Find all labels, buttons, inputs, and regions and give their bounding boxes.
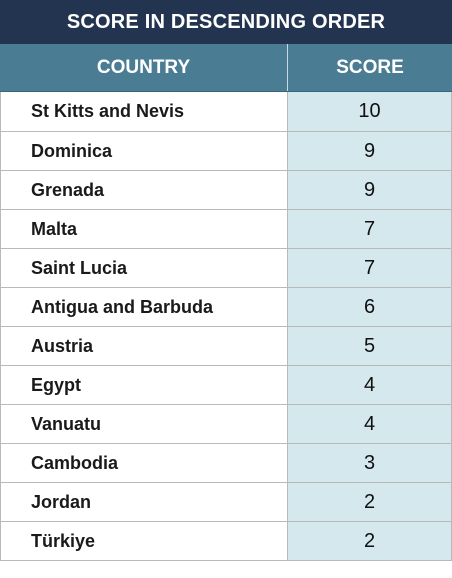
score-cell: 4: [288, 366, 452, 404]
country-cell: Cambodia: [0, 444, 288, 482]
score-cell: 2: [288, 483, 452, 521]
country-cell: Egypt: [0, 366, 288, 404]
country-cell: Malta: [0, 210, 288, 248]
table-row: Vanuatu 4: [0, 405, 452, 444]
table-row: Malta 7: [0, 210, 452, 249]
country-cell: Jordan: [0, 483, 288, 521]
table-row: Austria 5: [0, 327, 452, 366]
country-cell: Saint Lucia: [0, 249, 288, 287]
country-cell: Grenada: [0, 171, 288, 209]
table-row: Saint Lucia 7: [0, 249, 452, 288]
score-cell: 10: [288, 92, 452, 131]
table-row: Jordan 2: [0, 483, 452, 522]
score-cell: 6: [288, 288, 452, 326]
country-cell: Türkiye: [0, 522, 288, 560]
country-cell: Antigua and Barbuda: [0, 288, 288, 326]
table-row: Antigua and Barbuda 6: [0, 288, 452, 327]
table-row: Türkiye 2: [0, 522, 452, 561]
score-column-header: SCORE: [336, 56, 404, 78]
table-row: Egypt 4: [0, 366, 452, 405]
country-column-header: COUNTRY: [0, 44, 288, 91]
table-body: St Kitts and Nevis 10 Dominica 9 Grenada 9 Mal…: [0, 92, 452, 561]
score-cell: 4: [288, 405, 452, 443]
score-cell: 2: [288, 522, 452, 560]
table-row: St Kitts and Nevis 10: [0, 92, 452, 132]
table-row: Grenada 9: [0, 171, 452, 210]
score-cell: 7: [288, 210, 452, 248]
table-row: Dominica 9: [0, 132, 452, 171]
score-cell: 7: [288, 249, 452, 287]
score-cell: 9: [288, 132, 452, 170]
country-cell: St Kitts and Nevis: [0, 92, 288, 131]
country-cell: Vanuatu: [0, 405, 288, 443]
score-cell: 9: [288, 171, 452, 209]
table-row: Cambodia 3: [0, 444, 452, 483]
country-cell: Dominica: [0, 132, 288, 170]
country-cell: Austria: [0, 327, 288, 365]
table-header-row: COUNTRY SCORE: [0, 44, 452, 92]
score-cell: 3: [288, 444, 452, 482]
score-cell: 5: [288, 327, 452, 365]
table-title: SCORE IN DESCENDING ORDER: [0, 0, 452, 44]
